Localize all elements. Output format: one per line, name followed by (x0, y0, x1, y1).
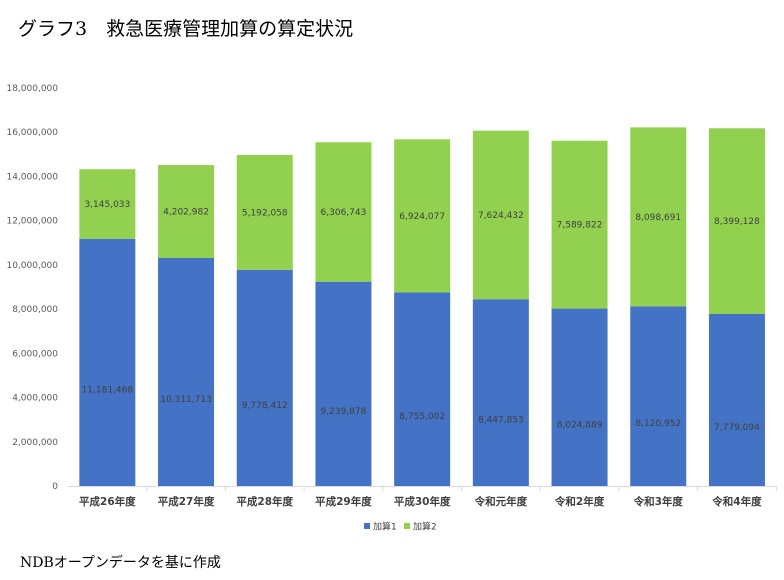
y-tick-label: 2,000,000 (12, 438, 58, 448)
bar-1 (394, 292, 451, 486)
y-tick-label: 18,000,000 (6, 84, 58, 94)
source-note: NDBオープンデータを基に作成 (20, 555, 221, 571)
bar-1 (472, 299, 529, 486)
bar-1 (79, 238, 136, 486)
y-tick-label: 4,000,000 (12, 394, 58, 404)
data-label: 6,306,743 (321, 208, 367, 218)
bar-2 (79, 169, 136, 239)
bar-2 (315, 142, 372, 282)
y-tick-label: 12,000,000 (6, 217, 58, 227)
data-label: 4,202,982 (163, 208, 209, 218)
bar-2 (394, 139, 451, 293)
bar-2 (158, 165, 215, 258)
data-label: 7,624,432 (478, 211, 524, 221)
bar-2 (236, 154, 293, 270)
x-tick-label: 令和4年度 (711, 495, 762, 508)
bar-2 (551, 140, 608, 309)
legend-label: 加算1 (373, 521, 397, 533)
data-label: 7,589,822 (557, 221, 603, 231)
x-tick-label: 平成27年度 (158, 495, 215, 508)
data-label: 8,120,952 (635, 419, 681, 429)
x-tick-label: 平成26年度 (79, 495, 136, 508)
bar-2 (472, 130, 529, 300)
y-tick-label: 6,000,000 (12, 349, 58, 359)
y-tick-label: 8,000,000 (12, 305, 58, 315)
legend-label: 加算2 (413, 521, 437, 533)
y-tick-label: 0 (52, 482, 58, 492)
data-label: 8,399,128 (714, 217, 760, 227)
data-label: 9,239,878 (321, 407, 367, 417)
x-tick-label: 令和3年度 (633, 495, 684, 508)
bar-2 (630, 127, 687, 307)
data-label: 8,024,889 (557, 420, 603, 430)
x-tick-label: 平成29年度 (315, 495, 372, 508)
data-label: 7,779,094 (714, 423, 760, 433)
data-label: 8,755,002 (399, 412, 445, 422)
data-label: 6,924,077 (399, 212, 445, 222)
bar-1 (158, 257, 215, 486)
data-label: 3,145,033 (84, 200, 130, 210)
data-label: 8,098,691 (635, 213, 681, 223)
x-tick-label: 令和元年度 (474, 495, 528, 508)
y-tick-label: 16,000,000 (6, 128, 58, 138)
x-tick-label: 平成30年度 (394, 495, 451, 508)
bar-1 (630, 306, 687, 486)
bar-2 (708, 128, 765, 314)
bar-1 (551, 308, 608, 486)
legend-swatch-2 (404, 523, 410, 529)
x-tick-label: 平成28年度 (236, 495, 293, 508)
data-label: 9,778,412 (242, 401, 288, 411)
data-label: 11,181,468 (82, 385, 134, 395)
y-tick-label: 14,000,000 (6, 172, 58, 182)
legend-swatch-1 (364, 523, 370, 529)
bar-1 (708, 313, 765, 486)
data-label: 8,447,853 (478, 416, 524, 426)
bar-1 (315, 281, 372, 486)
data-label: 5,192,058 (242, 208, 288, 218)
y-tick-label: 10,000,000 (6, 261, 58, 271)
x-tick-label: 令和2年度 (554, 495, 605, 508)
data-label: 10,311,713 (160, 395, 212, 405)
chart-title: グラフ3 救急医療管理加算の算定状況 (18, 18, 354, 40)
bar-1 (236, 269, 293, 486)
